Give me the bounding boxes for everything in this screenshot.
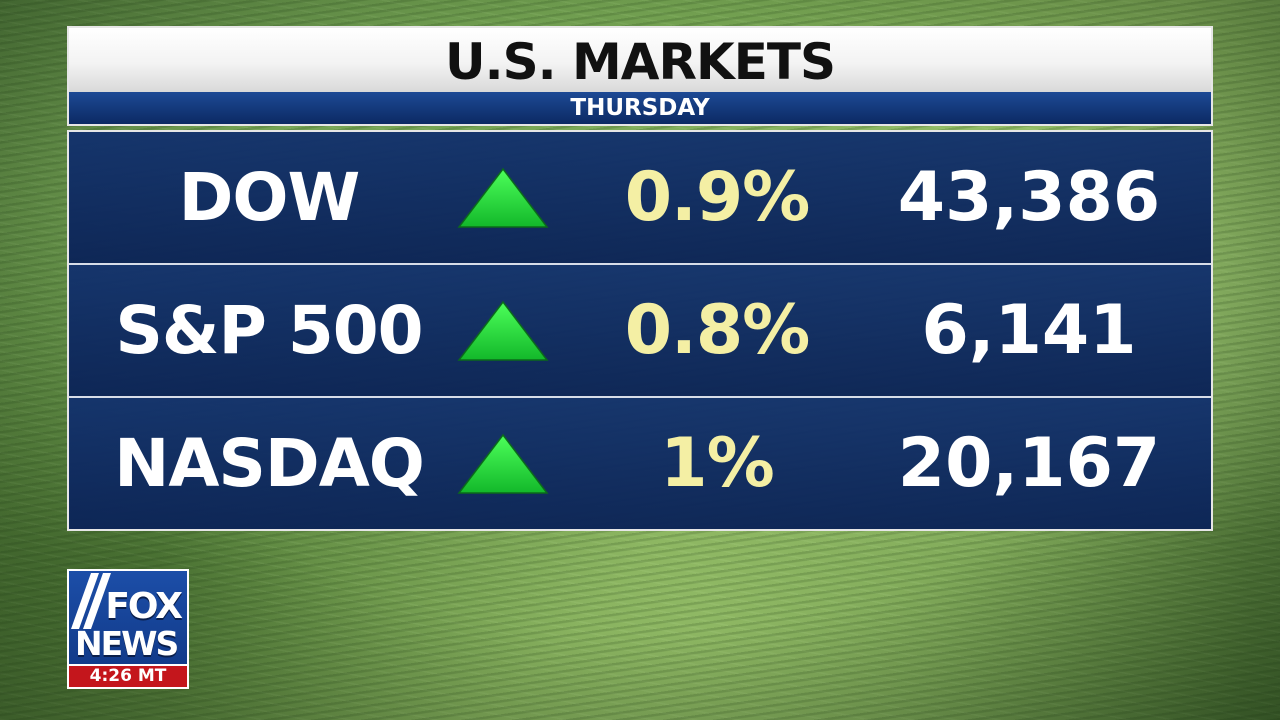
market-row-dow: DOW 0.9% 43,386 bbox=[69, 132, 1211, 263]
market-row-sp500: S&P 500 0.8% 6,141 bbox=[69, 263, 1211, 396]
triangle-up-icon bbox=[457, 167, 549, 228]
market-name: NASDAQ bbox=[114, 424, 425, 502]
market-row-nasdaq: NASDAQ 1% 20,167 bbox=[69, 396, 1211, 529]
market-name: DOW bbox=[178, 158, 361, 236]
index-value: 43,386 bbox=[897, 157, 1161, 237]
clock-time: 4:26 MT bbox=[67, 666, 189, 689]
board-subtitle: THURSDAY bbox=[570, 94, 710, 121]
logo-stripes-icon bbox=[71, 573, 111, 629]
percent-change: 0.8% bbox=[624, 290, 811, 370]
index-value: 20,167 bbox=[897, 423, 1161, 503]
markets-board: U.S. MARKETS THURSDAY DOW 0.9% 43,386 S&… bbox=[67, 26, 1213, 531]
fox-news-logo: FOX NEWS 4:26 MT bbox=[67, 569, 189, 689]
index-value: 6,141 bbox=[921, 290, 1137, 370]
triangle-up-icon bbox=[457, 300, 549, 361]
percent-change: 1% bbox=[660, 423, 774, 503]
triangle-up-icon bbox=[457, 433, 549, 494]
market-name: S&P 500 bbox=[115, 291, 423, 369]
board-title: U.S. MARKETS bbox=[445, 33, 836, 91]
title-bar: U.S. MARKETS bbox=[67, 26, 1213, 92]
logo-box: FOX NEWS bbox=[67, 569, 189, 666]
markets-table: DOW 0.9% 43,386 S&P 500 bbox=[67, 130, 1213, 531]
subtitle-bar: THURSDAY bbox=[67, 92, 1213, 126]
logo-fox-text: FOX bbox=[105, 586, 183, 627]
percent-change: 0.9% bbox=[624, 157, 811, 237]
logo-news-text: NEWS bbox=[75, 624, 179, 663]
